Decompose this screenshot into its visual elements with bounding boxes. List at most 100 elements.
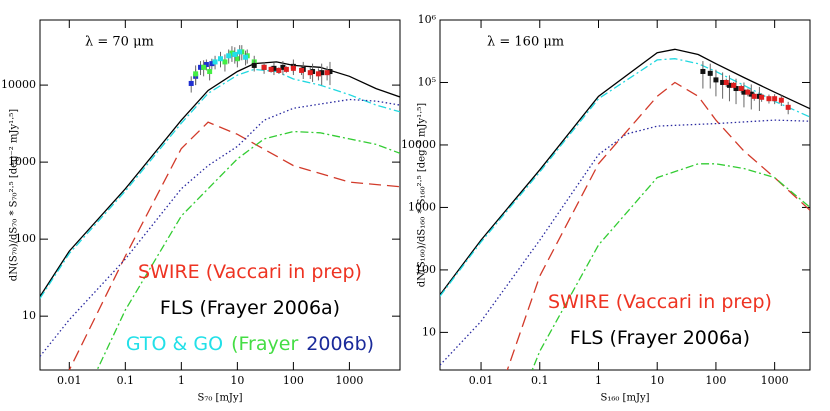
data-point: [243, 54, 249, 60]
legend-part: FLS (Frayer 2006a): [160, 297, 340, 319]
x-tick-label: 0.1: [531, 374, 549, 387]
y-tick-label: 100: [415, 263, 436, 276]
data-point: [276, 67, 282, 73]
data-point: [785, 104, 791, 110]
x-tick-label: 0.1: [117, 374, 135, 387]
annotation: λ = 160 μm: [487, 35, 564, 50]
y-tick-label: 100: [15, 232, 36, 245]
data-point: [731, 82, 737, 88]
y-tick-label: 10000: [1, 78, 36, 91]
plot-frame: [439, 19, 811, 371]
data-point: [315, 71, 321, 77]
x-tick-label: 100: [283, 374, 304, 387]
data-point: [772, 96, 778, 102]
data-point: [251, 62, 257, 68]
data-point: [229, 50, 235, 56]
plot-frame: [39, 19, 401, 371]
data-point: [280, 64, 286, 70]
x-tick-label: 1: [595, 374, 602, 387]
x-tick-label: 1: [178, 374, 185, 387]
legend-text: FLS (Frayer 2006a): [160, 297, 340, 319]
data-point: [319, 70, 325, 76]
data-point: [203, 62, 209, 68]
x-tick-label: 1000: [335, 374, 363, 387]
data-point: [201, 64, 207, 70]
legend-part: SWIRE (Vaccari in prep): [138, 261, 362, 283]
x-axis-label: S₇₀ [mJy]: [198, 393, 243, 404]
x-tick-label: 1000: [761, 374, 789, 387]
data-point: [748, 91, 754, 97]
data-point: [720, 79, 726, 85]
data-point: [299, 67, 305, 73]
x-tick-label: 0.01: [469, 374, 494, 387]
y-axis-label: dN(S₇₀)/dS₇₀ * S₇₀²·⁵ [deg⁻² mJy¹·⁵]: [9, 109, 20, 281]
x-tick-label: 10: [650, 374, 664, 387]
model-curve: [506, 81, 810, 370]
data-point: [193, 71, 199, 77]
data-point: [324, 70, 330, 76]
data-point: [733, 86, 739, 92]
data-point: [707, 70, 713, 76]
legend-part: SWIRE (Vaccari in prep): [548, 291, 772, 313]
data-point: [738, 86, 744, 92]
legend-text: FLS (Frayer 2006a): [570, 327, 750, 349]
data-point: [232, 51, 238, 57]
model-curve: [68, 121, 400, 370]
data-point: [188, 80, 194, 86]
data-point: [759, 94, 765, 100]
legend-part: 2006b): [306, 333, 374, 355]
data-point: [234, 56, 240, 62]
legend-part: (Frayer: [231, 333, 298, 355]
plot-area: [40, 45, 400, 370]
model-curve: [531, 163, 810, 370]
legend-text: SWIRE (Vaccari in prep): [138, 261, 362, 283]
data-point: [261, 64, 267, 70]
data-point: [237, 49, 243, 55]
model-curve: [440, 48, 810, 296]
data-point: [766, 96, 772, 102]
data-point: [207, 69, 213, 75]
panel: 0.01 0.1 1 10 100 1000 10 100 1000 10000 S₇₀ [mJy]…: [1, 19, 401, 404]
data-point: [268, 66, 274, 72]
y-tick-label: 10: [422, 325, 436, 338]
data-point: [778, 97, 784, 103]
y-tick-label: 1000: [8, 155, 36, 168]
data-point: [198, 64, 204, 70]
data-point: [713, 77, 719, 83]
data-point: [271, 65, 277, 71]
data-point: [212, 59, 218, 65]
data-point: [723, 79, 729, 85]
legend-part: GTO & GO: [126, 333, 223, 355]
data-point: [283, 66, 289, 72]
data-point: [217, 56, 223, 62]
data-point: [741, 89, 747, 95]
legend-text: SWIRE (Vaccari in prep): [548, 291, 772, 313]
x-axis-label: S₁₆₀ [mJy]: [601, 393, 650, 404]
data-point: [226, 53, 232, 59]
data-point: [700, 68, 706, 74]
y-tick-label: 1000: [408, 200, 436, 213]
x-tick-label: 10: [230, 374, 244, 387]
legend-text: GTO & GO (Frayer 2006b): [126, 333, 374, 355]
model-curve: [440, 119, 810, 366]
data-point: [751, 93, 757, 99]
annotation: λ = 70 μm: [85, 35, 154, 50]
plot-area: [440, 48, 810, 370]
x-tick-label: 0.01: [57, 374, 82, 387]
y-tick-label: 10⁵: [418, 75, 436, 88]
y-tick-label: 10: [22, 309, 36, 322]
data-point: [209, 61, 215, 67]
model-curve: [40, 68, 400, 299]
data-point: [327, 69, 333, 75]
y-tick-label: 10000: [401, 138, 436, 151]
y-axis-label: dN(S₁₆₀)/dS₁₆₀ * S₁₆₀²·⁵ [deg⁻² mJy¹·⁵]: [417, 103, 428, 288]
data-point: [745, 89, 751, 95]
x-tick-label: 100: [705, 374, 726, 387]
legend-part: FLS (Frayer 2006a): [570, 327, 750, 349]
model-curve: [96, 130, 400, 370]
data-point: [222, 59, 228, 65]
model-curve: [440, 58, 810, 297]
y-tick-label: 10⁶: [418, 13, 437, 26]
data-point: [726, 82, 732, 88]
